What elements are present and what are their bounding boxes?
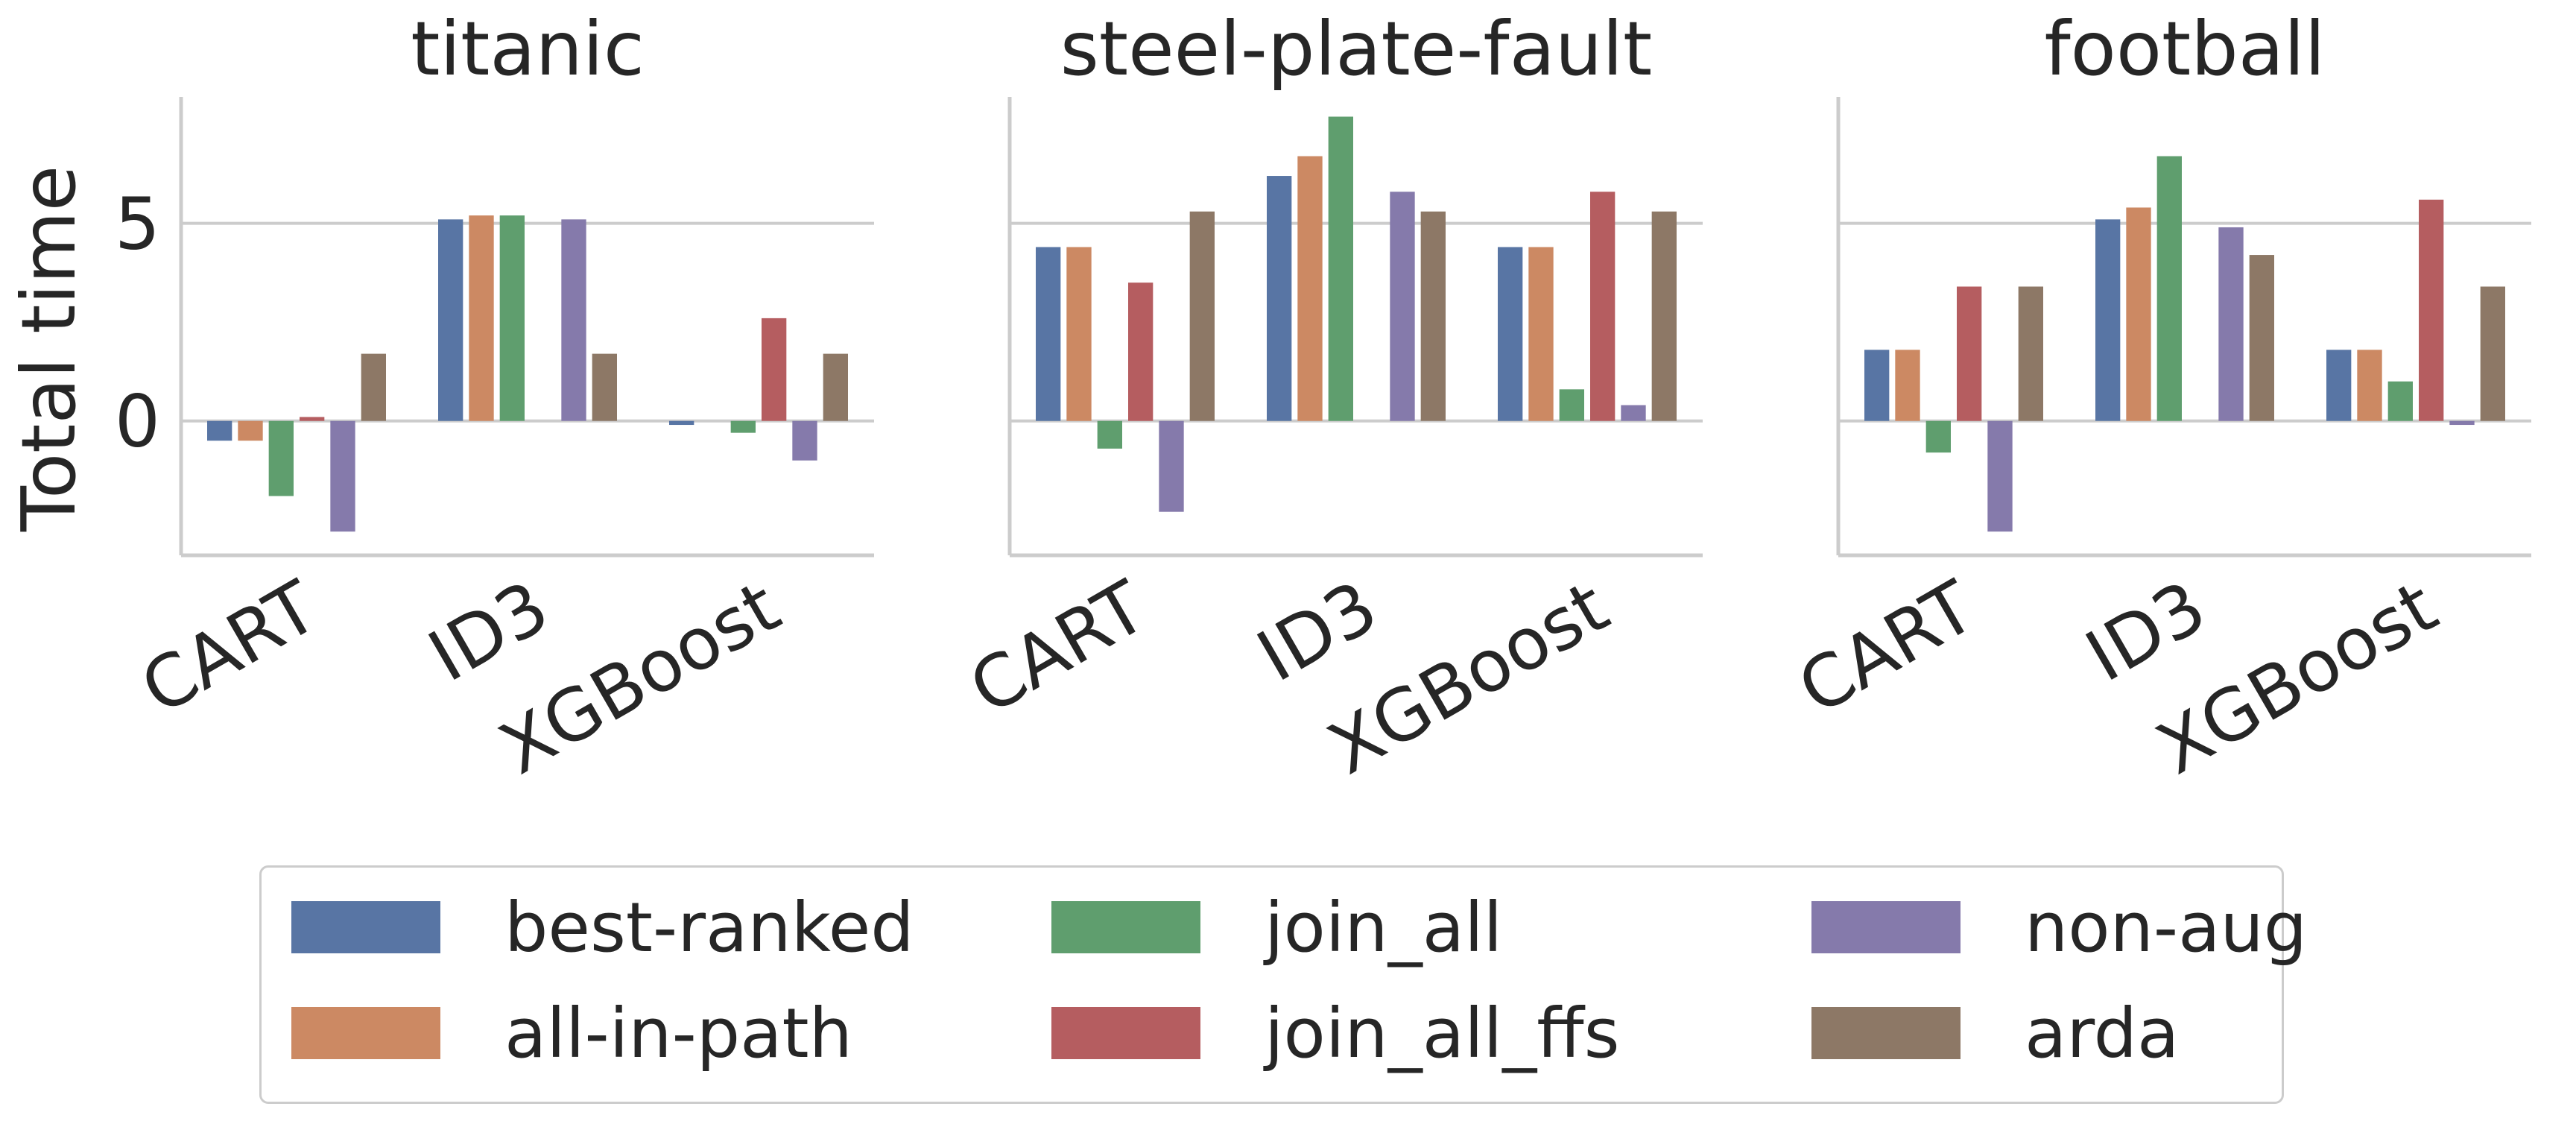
- bar-best-ranked-CART: [1036, 247, 1061, 421]
- x-tick-label: CART: [127, 565, 332, 731]
- bar-non-aug-XGBoost: [1621, 405, 1646, 421]
- x-tick-label: ID3: [415, 565, 562, 698]
- panel-title: football: [2044, 5, 2325, 92]
- bar-all-in-path-CART: [1895, 350, 1920, 421]
- legend-label: join_all_ffs: [1265, 993, 1620, 1073]
- bar-join_all-CART: [268, 420, 294, 496]
- bar-join_all-ID3: [499, 215, 525, 421]
- legend-swatch: [1811, 1007, 1961, 1059]
- legend-label: non-aug: [2025, 887, 2308, 967]
- bar-arda-CART: [1189, 211, 1215, 421]
- bar-arda-ID3: [2249, 255, 2274, 421]
- legend-item-non-aug: non-aug: [1811, 888, 2307, 967]
- y-tick-label: 5: [115, 183, 160, 266]
- bar-non-aug-CART: [330, 420, 355, 532]
- legend-label: join_all: [1265, 887, 1503, 967]
- x-tick-label: CART: [956, 565, 1160, 731]
- bar-join_all_ffs-XGBoost: [1590, 192, 1615, 421]
- x-tick-label: ID3: [1244, 565, 1390, 698]
- x-tick-label: ID3: [2072, 565, 2219, 698]
- legend-item-all-in-path: all-in-path: [291, 994, 852, 1073]
- bar-all-in-path-XGBoost: [1528, 247, 1554, 421]
- bar-non-aug-CART: [1987, 420, 2013, 532]
- bar-join_all_ffs-CART: [1957, 286, 1982, 421]
- bar-non-aug-XGBoost: [2449, 420, 2475, 426]
- bar-non-aug-ID3: [561, 219, 586, 421]
- bar-join_all-CART: [1097, 420, 1122, 449]
- bar-best-ranked-CART: [1864, 350, 1890, 421]
- panel-title: titanic: [411, 5, 645, 92]
- bar-arda-XGBoost: [2480, 286, 2505, 421]
- bar-join_all_ffs-CART: [1128, 282, 1153, 421]
- bar-non-aug-ID3: [1390, 192, 1415, 421]
- bar-join_all-CART: [1925, 420, 1951, 453]
- legend-swatch: [291, 901, 440, 953]
- bar-join_all_ffs-CART: [300, 417, 325, 421]
- bar-join_all-XGBoost: [730, 420, 756, 433]
- legend-label: best-ranked: [504, 887, 914, 967]
- bar-all-in-path-XGBoost: [2357, 350, 2382, 421]
- bar-best-ranked-ID3: [1267, 176, 1292, 421]
- bar-all-in-path-CART: [1066, 247, 1092, 421]
- bar-best-ranked-ID3: [438, 219, 463, 421]
- legend: best-ranked all-in-path join_all join_al…: [259, 865, 2307, 1104]
- bar-best-ranked-XGBoost: [2326, 350, 2352, 421]
- legend-item-best-ranked: best-ranked: [291, 888, 914, 967]
- bar-best-ranked-CART: [207, 420, 232, 441]
- panel-title: steel-plate-fault: [1060, 5, 1652, 92]
- bar-all-in-path-ID3: [1297, 156, 1323, 421]
- bar-non-aug-ID3: [2218, 227, 2244, 421]
- y-tick-label: 0: [115, 380, 160, 464]
- bar-join_all-XGBoost: [1559, 389, 1584, 421]
- bar-join_all_ffs-XGBoost: [2419, 199, 2444, 421]
- bar-join_all-ID3: [1328, 116, 1353, 421]
- bar-arda-XGBoost: [823, 353, 848, 421]
- bar-arda-CART: [2018, 286, 2043, 421]
- bar-best-ranked-ID3: [2095, 219, 2121, 421]
- legend-item-join_all_ffs: join_all_ffs: [1051, 994, 1620, 1073]
- bar-join_all-XGBoost: [2387, 381, 2413, 421]
- legend-label: all-in-path: [504, 993, 852, 1073]
- legend-label: arda: [2025, 993, 2180, 1073]
- legend-swatch: [291, 1007, 440, 1059]
- bar-arda-XGBoost: [1651, 211, 1677, 421]
- bar-join_all-ID3: [2156, 156, 2182, 421]
- bar-arda-ID3: [1420, 211, 1446, 421]
- bar-all-in-path-ID3: [2126, 207, 2151, 421]
- legend-swatch: [1051, 901, 1200, 953]
- y-axis-label: Total time: [5, 165, 92, 532]
- legend-swatch: [1811, 901, 1961, 953]
- bar-best-ranked-XGBoost: [669, 420, 694, 426]
- bar-non-aug-CART: [1159, 420, 1184, 512]
- bar-arda-CART: [361, 353, 386, 421]
- bar-arda-ID3: [592, 353, 617, 421]
- bar-non-aug-XGBoost: [792, 420, 817, 461]
- bar-all-in-path-CART: [238, 420, 263, 441]
- legend-swatch: [1051, 1007, 1200, 1059]
- bar-all-in-path-ID3: [469, 215, 494, 421]
- legend-item-arda: arda: [1811, 994, 2179, 1073]
- bar-join_all_ffs-XGBoost: [762, 318, 787, 421]
- x-tick-label: CART: [1785, 565, 1989, 731]
- bar-best-ranked-XGBoost: [1498, 247, 1523, 421]
- legend-item-join_all: join_all: [1051, 888, 1502, 967]
